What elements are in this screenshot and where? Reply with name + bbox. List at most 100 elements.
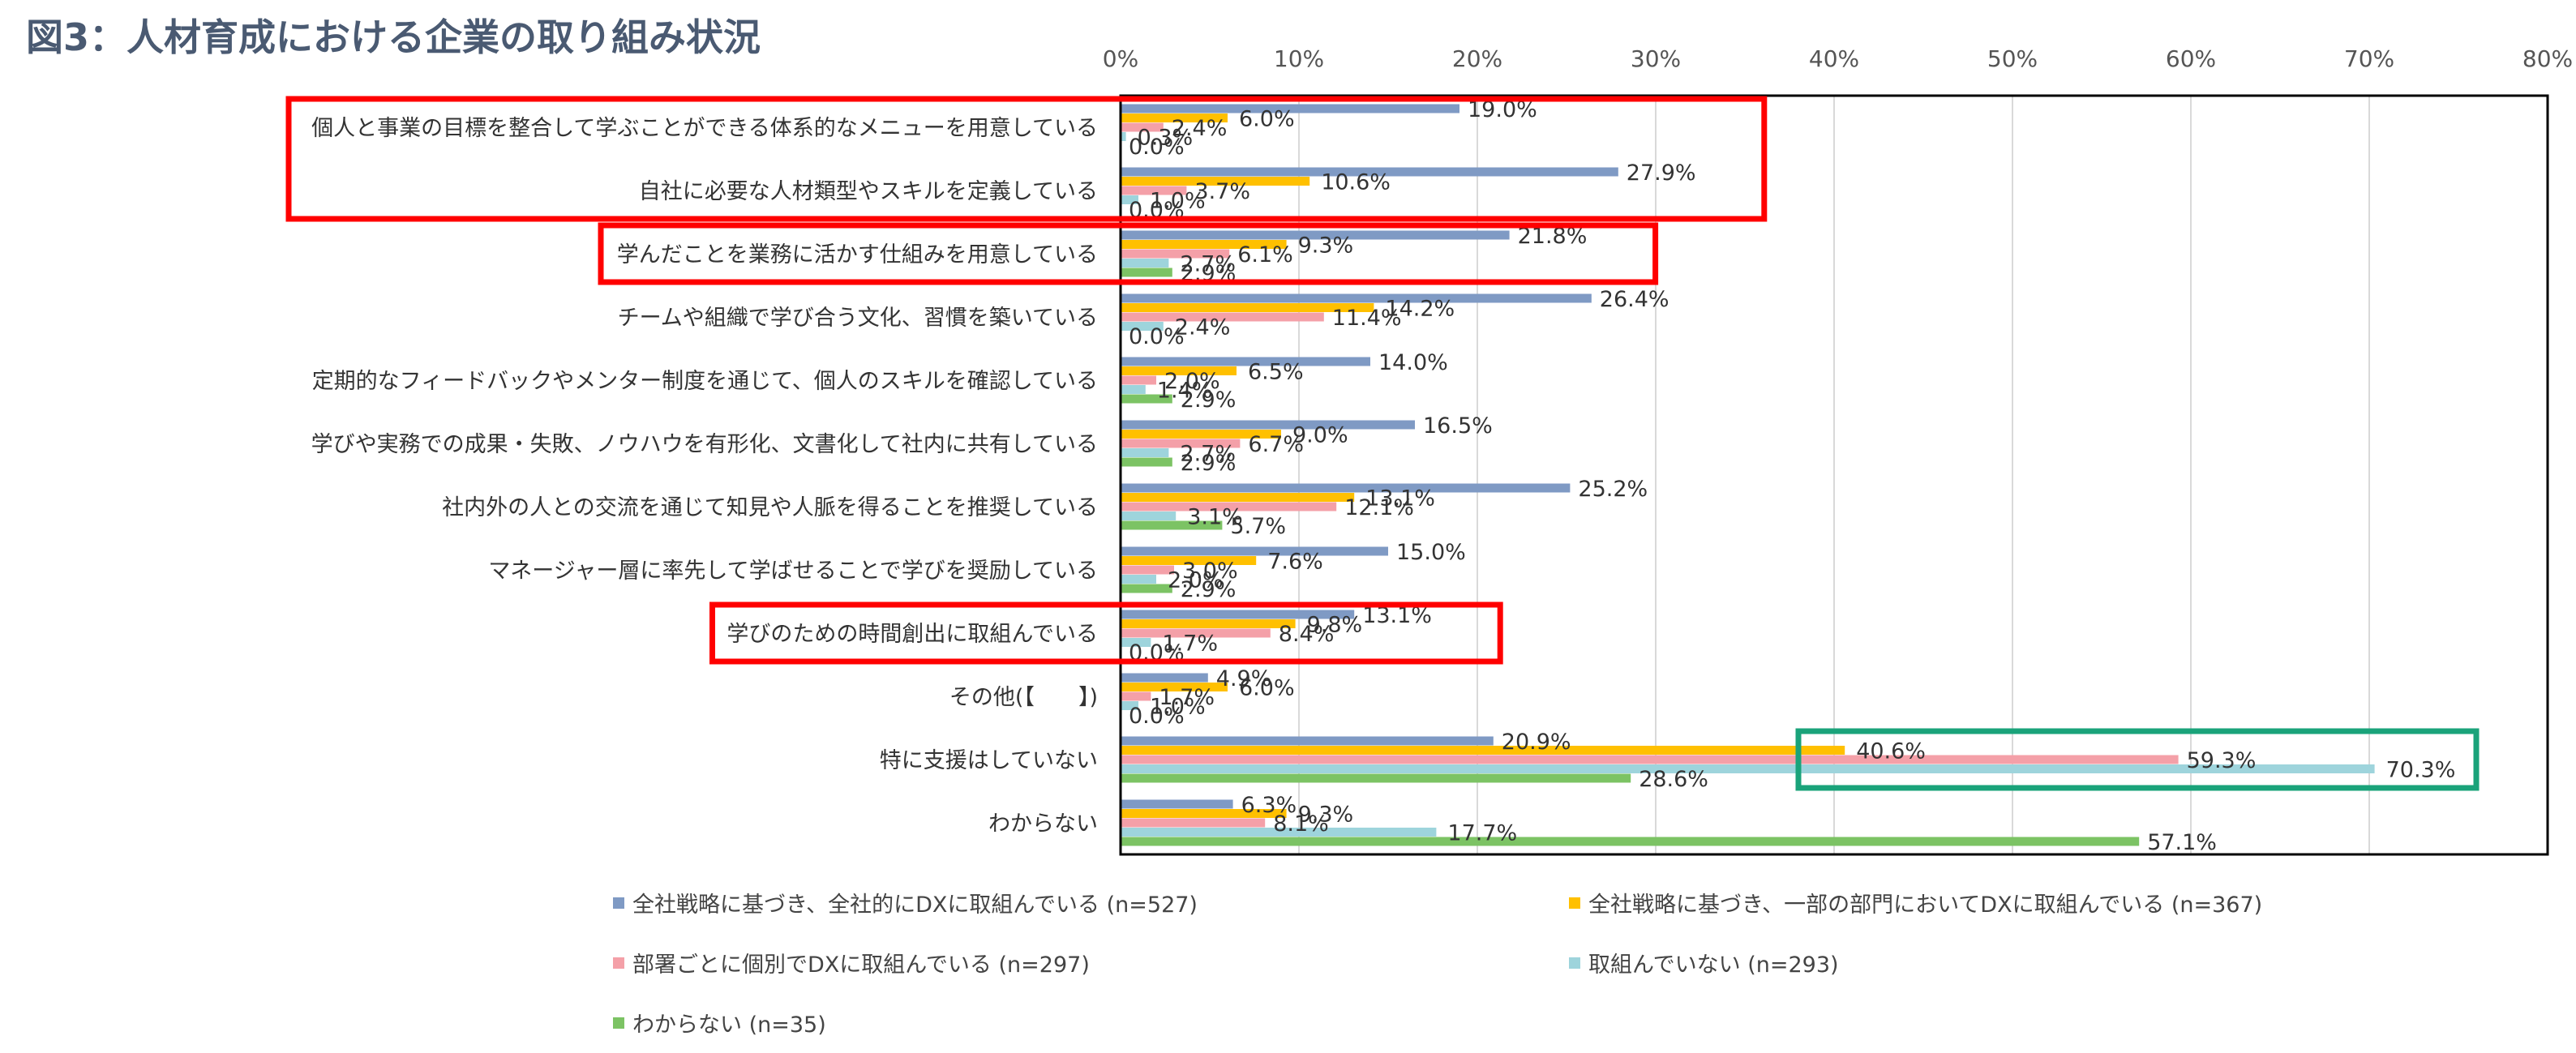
bar — [1121, 691, 1151, 701]
bar — [1121, 502, 1337, 512]
bar — [1121, 755, 2179, 764]
data-label: 6.0% — [1239, 107, 1295, 132]
bar — [1121, 837, 2140, 846]
bar — [1121, 293, 1592, 303]
bar — [1121, 195, 1138, 204]
bar — [1121, 512, 1177, 520]
data-label: 0.0% — [1129, 135, 1185, 160]
bar — [1121, 746, 1845, 755]
data-label: 17.7% — [1447, 821, 1517, 846]
data-label: 2.4% — [1172, 116, 1228, 141]
bar — [1121, 104, 1459, 113]
legend-label: わからない (n=35) — [632, 1012, 826, 1038]
data-label: 20.9% — [1502, 730, 1571, 755]
bar — [1121, 366, 1237, 375]
bar — [1121, 457, 1172, 467]
bar — [1121, 394, 1172, 404]
x-tick-label: 70% — [2344, 45, 2394, 72]
x-tick-label: 30% — [1631, 45, 1681, 72]
data-label: 0.0% — [1129, 704, 1185, 729]
category-label: 自社に必要な人材類型やスキルを定義している — [639, 179, 1098, 204]
legend-swatch — [1569, 957, 1580, 969]
legend-swatch — [613, 897, 624, 909]
data-label: 6.1% — [1237, 242, 1293, 268]
x-tick-label: 50% — [1987, 45, 2038, 72]
highlight-box — [1795, 728, 2480, 791]
data-label: 28.6% — [1639, 767, 1708, 792]
bar — [1121, 385, 1146, 394]
bar — [1121, 249, 1230, 259]
data-label: 15.0% — [1396, 540, 1466, 565]
legend-swatch — [613, 957, 624, 969]
bar — [1121, 628, 1271, 638]
x-tick-label: 80% — [2522, 45, 2573, 72]
data-label: 1.0% — [1150, 189, 1206, 214]
category-label: 学びのための時間創出に取組んでいる — [727, 622, 1098, 647]
bar — [1121, 357, 1370, 366]
bar — [1121, 240, 1287, 249]
bar — [1121, 799, 1233, 809]
bar — [1121, 113, 1228, 122]
data-label: 10.6% — [1321, 170, 1391, 195]
bar — [1121, 375, 1156, 385]
highlight-box — [598, 222, 1659, 285]
category-label: わからない — [988, 811, 1098, 837]
data-label: 3.0% — [1182, 559, 1238, 584]
bar — [1121, 268, 1172, 277]
bar — [1121, 230, 1510, 240]
data-label: 40.6% — [1856, 739, 1926, 764]
data-label: 13.1% — [1365, 486, 1435, 512]
category-label: 特に支援はしていない — [880, 748, 1098, 773]
bars — [1121, 104, 2375, 846]
bar — [1121, 638, 1151, 647]
data-label: 9.8% — [1307, 613, 1363, 638]
data-label: 70.3% — [2386, 758, 2456, 783]
data-label: 2.0% — [1164, 369, 1220, 394]
data-label: 4.9% — [1216, 666, 1272, 691]
highlight-box — [709, 601, 1503, 665]
bar — [1121, 186, 1187, 195]
x-tick-label: 20% — [1452, 45, 1502, 72]
bar — [1121, 619, 1296, 628]
data-label: 3.7% — [1194, 179, 1250, 204]
data-label: 6.0% — [1239, 676, 1295, 701]
bar — [1121, 439, 1241, 448]
x-axis-ticks: 0% 10% 20% 30% 40% 50% 60% 70% 80% — [1103, 45, 2573, 72]
category-label: 社内外の人との交流を通じて知見や人脈を得ることを推奨している — [442, 495, 1098, 520]
highlight-boxes — [285, 96, 2480, 791]
data-label: 16.5% — [1423, 413, 1493, 439]
data-label: 57.1% — [2147, 830, 2217, 855]
gridlines — [1298, 96, 2370, 854]
data-label: 1.4% — [1157, 379, 1213, 404]
data-label: 6.7% — [1248, 432, 1304, 457]
bar — [1121, 575, 1156, 584]
data-label: 7.6% — [1267, 550, 1323, 575]
data-label: 14.0% — [1378, 350, 1448, 375]
bar — [1121, 683, 1228, 691]
data-label: 0.0% — [1129, 324, 1185, 349]
bar — [1121, 673, 1208, 683]
data-label: 6.5% — [1248, 360, 1304, 385]
category-labels: 個人と事業の目標を整合して学ぶことができる体系的なメニューを用意している自社に必… — [311, 116, 1098, 837]
bar — [1121, 764, 2375, 773]
bar — [1121, 259, 1169, 268]
category-label: 学んだことを業務に活かす仕組みを用意している — [617, 242, 1098, 268]
data-label: 8.4% — [1279, 622, 1335, 647]
bar — [1121, 701, 1138, 710]
data-label: 0.3% — [1138, 126, 1194, 151]
x-tick-label: 0% — [1103, 45, 1138, 72]
bar — [1121, 520, 1223, 530]
data-label: 2.0% — [1168, 568, 1224, 593]
legend: 全社戦略に基づき、全社的にDXに取組んでいる (n=527) 全社戦略に基づき、一… — [613, 892, 2262, 1038]
bar — [1121, 483, 1571, 493]
bar — [1121, 303, 1374, 312]
data-labels: 19.0%6.0%2.4%0.3%0.0%27.9%10.6%3.7%1.0%0… — [1129, 97, 2455, 855]
highlight-box — [285, 96, 1768, 222]
category-label: その他(【 】) — [949, 685, 1098, 710]
legend-label: 全社戦略に基づき、一部の部門においてDXに取組んでいる (n=367) — [1588, 892, 2262, 918]
data-label: 2.9% — [1181, 387, 1237, 413]
data-label: 2.9% — [1181, 577, 1237, 602]
data-label: 11.4% — [1332, 306, 1402, 331]
plot-border — [1119, 94, 2549, 856]
